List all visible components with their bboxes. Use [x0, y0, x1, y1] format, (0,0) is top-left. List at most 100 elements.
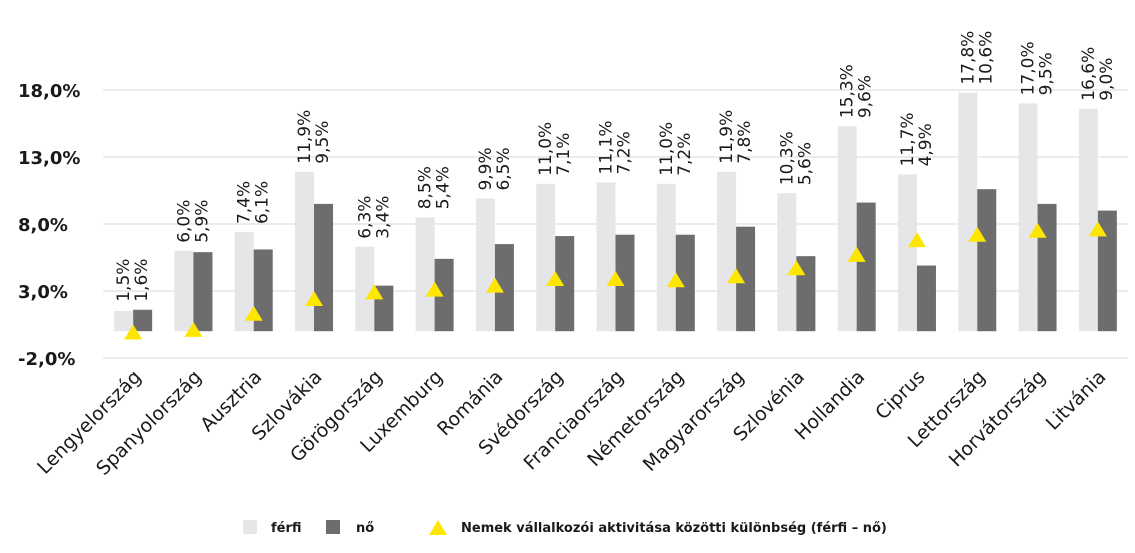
difference-marker	[365, 284, 384, 300]
data-label-ferfi: 16,6%	[1079, 47, 1099, 101]
data-label-ferfi: 11,0%	[657, 122, 677, 176]
legend-label-no: nő	[356, 521, 374, 536]
difference-marker	[606, 270, 625, 286]
data-label-ferfi: 9,9%	[476, 147, 496, 190]
y-axis-tick-labels: -2,0% 3,0% 8,0% 13,0% 18,0%	[18, 81, 80, 370]
data-label-ferfi: 11,7%	[898, 112, 918, 166]
bar-no	[1097, 210, 1117, 332]
bars	[114, 92, 1117, 332]
data-label-ferfi: 7,4%	[235, 181, 255, 224]
difference-marker	[244, 305, 263, 321]
data-label-ferfi: 11,1%	[597, 120, 617, 174]
category-label: Litvánia	[1042, 366, 1111, 435]
data-label-ferfi: 1,5%	[114, 259, 134, 302]
data-label-no: 3,4%	[373, 196, 393, 239]
difference-marker	[968, 226, 987, 242]
difference-marker	[184, 321, 203, 337]
bar-ferfi	[536, 183, 556, 332]
data-label-ferfi: 17,0%	[1019, 41, 1039, 95]
bar-no	[736, 226, 756, 332]
category-labels: LengyelországSpanyolországAusztriaSzlová…	[33, 366, 1110, 480]
bar-ferfi	[415, 217, 435, 332]
category-label: Spanyolország	[92, 366, 206, 480]
bar-no	[916, 265, 936, 332]
bar-no	[1037, 203, 1057, 332]
y-tick-label: 3,0%	[18, 282, 68, 303]
data-label-no: 5,4%	[434, 166, 454, 209]
bar-ferfi	[234, 232, 254, 332]
legend: férfi nő Nemek vállalkozói aktivitása kö…	[243, 520, 887, 536]
bar-ferfi	[475, 198, 495, 332]
data-labels: 1,5%1,6% 6,0%5,9% 7,4%6,1% 11,9% 9,5% 6,3%3,4…	[114, 31, 1117, 302]
difference-marker	[1088, 221, 1107, 237]
difference-marker	[124, 324, 143, 340]
data-label-no: 9,6%	[856, 75, 876, 118]
data-label-no: 9,5%	[1037, 52, 1057, 95]
bar-no	[977, 189, 997, 332]
data-label-no: 5,9%	[192, 200, 212, 243]
legend-swatch-ferfi	[243, 520, 257, 534]
data-label-no: 1,6%	[132, 259, 152, 302]
category-label: Ciprus	[871, 366, 929, 424]
bar-ferfi	[174, 250, 194, 332]
difference-marker	[546, 270, 565, 286]
y-tick-label: 8,0%	[18, 215, 68, 236]
bar-no	[133, 309, 153, 332]
category-label: Lengyelország	[33, 366, 146, 479]
bar-no	[193, 252, 213, 332]
data-label-ferfi: 11,9%	[295, 110, 315, 164]
bar-ferfi	[295, 171, 315, 332]
bar-ferfi	[717, 171, 737, 332]
legend-swatch-no	[326, 520, 340, 534]
data-label-ferfi: 10,3%	[777, 131, 797, 185]
difference-marker	[727, 268, 746, 284]
bar-ferfi	[1018, 103, 1038, 332]
bar-no	[675, 234, 695, 332]
bar-ferfi	[958, 92, 978, 332]
bar-ferfi	[837, 126, 857, 332]
bar-ferfi	[114, 311, 134, 332]
data-label-no: 4,9%	[916, 123, 936, 166]
legend-label-difference: Nemek vállalkozói aktivitása közötti kül…	[461, 521, 887, 536]
data-label-no: 7,1%	[554, 133, 574, 176]
bar-no	[494, 244, 514, 332]
bar-no	[434, 258, 454, 332]
data-label-ferfi: 17,8%	[958, 31, 978, 85]
data-label-no: 7,2%	[675, 133, 695, 176]
bar-ferfi	[355, 246, 375, 332]
bar-no	[615, 234, 635, 332]
data-label-no: 6,1%	[253, 181, 273, 224]
data-label-ferfi: 8,5%	[416, 166, 436, 209]
y-tick-label: -2,0%	[18, 349, 75, 370]
bar-no	[555, 236, 575, 332]
data-label-no: 6,5%	[494, 147, 514, 190]
difference-marker	[666, 272, 685, 288]
y-tick-label: 13,0%	[18, 148, 80, 169]
difference-marker	[847, 246, 866, 262]
data-label-ferfi: 6,3%	[355, 196, 375, 239]
difference-marker	[425, 281, 444, 297]
difference-marker	[1028, 222, 1047, 238]
data-label-no: 7,8%	[735, 121, 755, 164]
bar-no	[253, 249, 273, 332]
difference-marker	[787, 260, 806, 276]
bar-ferfi	[1078, 108, 1098, 332]
difference-marker	[485, 277, 504, 293]
legend-label-ferfi: férfi	[271, 521, 302, 536]
y-tick-label: 18,0%	[18, 81, 80, 102]
data-label-ferfi: 15,3%	[838, 64, 858, 118]
data-label-no: 5,6%	[795, 142, 815, 185]
difference-marker	[305, 291, 324, 307]
bar-ferfi	[596, 182, 616, 332]
difference-markers	[124, 221, 1107, 340]
bar-no	[314, 203, 334, 332]
difference-marker	[907, 232, 926, 248]
bar-ferfi	[777, 193, 797, 332]
data-label-ferfi: 6,0%	[174, 200, 194, 243]
data-label-ferfi: 11,9%	[717, 110, 737, 164]
bar-no	[856, 202, 876, 332]
legend-marker-triangle	[429, 520, 447, 535]
data-label-ferfi: 11,0%	[536, 122, 556, 176]
bar-ferfi	[656, 183, 676, 332]
